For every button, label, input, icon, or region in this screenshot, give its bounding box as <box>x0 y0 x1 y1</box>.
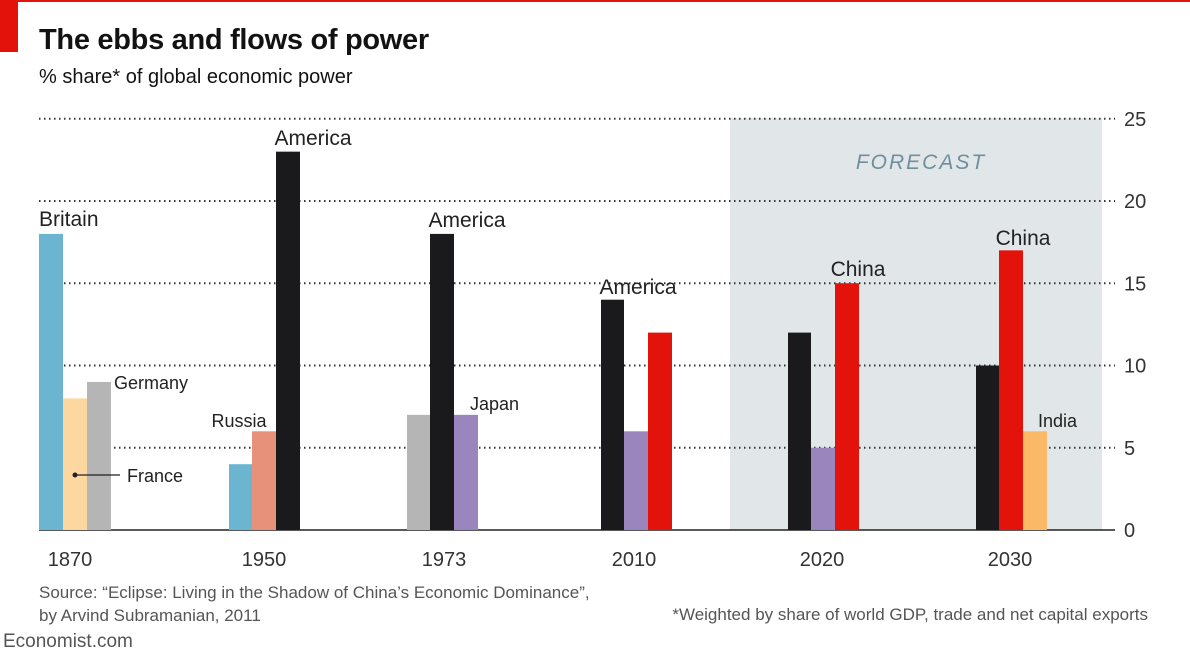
label-russia: Russia <box>211 411 267 431</box>
chart-title: The ebbs and flows of power <box>39 24 429 56</box>
label-germany: Germany <box>114 373 188 393</box>
label-france: France <box>127 466 183 486</box>
label-china-2020: China <box>831 258 886 281</box>
x-tick-label-2020: 2020 <box>800 549 845 571</box>
x-tick-label-2010: 2010 <box>612 549 657 571</box>
bar-1950-britain <box>229 464 252 530</box>
bar-2020-china <box>835 283 859 530</box>
bar-2030-america <box>976 365 999 530</box>
x-tick-label-1870: 1870 <box>48 549 93 571</box>
y-tick-label-10: 10 <box>1124 356 1146 378</box>
x-tick-label-1950: 1950 <box>242 549 287 571</box>
bar-2030-india <box>1023 431 1047 530</box>
bar-2020-japan <box>811 447 835 530</box>
bar-2010-china <box>648 332 672 530</box>
y-tick-label-15: 15 <box>1124 273 1146 295</box>
x-tick-label-1973: 1973 <box>422 549 467 571</box>
label-india: India <box>1038 411 1078 431</box>
label-china-2030: China <box>996 227 1051 250</box>
bar-chart: FORECAST 0 5 10 15 20 25 1870 1950 1973 2010 2020 20… <box>39 109 1146 571</box>
bar-1973-japan <box>454 414 478 530</box>
brand-label: Economist.com <box>3 631 133 652</box>
label-america-2010: America <box>599 276 676 299</box>
bar-2030-china <box>999 250 1023 530</box>
bar-1950-america <box>276 151 300 530</box>
footnote: *Weighted by share of world GDP, trade a… <box>672 605 1148 624</box>
bar-1870-france <box>63 398 87 530</box>
bar-1973-germany <box>407 414 430 530</box>
label-britain: Britain <box>39 208 99 231</box>
brand-red-tab <box>0 0 18 52</box>
source-line-2: by Arvind Subramanian, 2011 <box>39 606 261 625</box>
y-tick-label-25: 25 <box>1124 109 1146 131</box>
label-america-1950: America <box>274 127 351 150</box>
label-america-1973: America <box>428 209 505 232</box>
label-japan: Japan <box>470 394 519 414</box>
chart-subtitle: % share* of global economic power <box>39 66 353 88</box>
y-tick-label-20: 20 <box>1124 191 1146 213</box>
x-tick-label-2030: 2030 <box>988 549 1033 571</box>
source-note: Source: “Eclipse: Living in the Shadow o… <box>39 581 590 627</box>
bar-2020-america <box>788 332 811 530</box>
source-line-1: Source: “Eclipse: Living in the Shadow o… <box>39 583 590 602</box>
bar-1973-america <box>430 233 454 530</box>
y-tick-label-0: 0 <box>1124 520 1135 542</box>
y-tick-label-5: 5 <box>1124 438 1135 460</box>
bar-2010-america <box>601 299 624 530</box>
forecast-label: FORECAST <box>856 151 987 174</box>
bar-1870-germany <box>87 381 111 530</box>
bar-1950-russia <box>252 431 276 530</box>
bar-2010-japan <box>624 431 648 530</box>
bar-1870-britain <box>39 233 63 530</box>
top-rule <box>0 0 1190 2</box>
